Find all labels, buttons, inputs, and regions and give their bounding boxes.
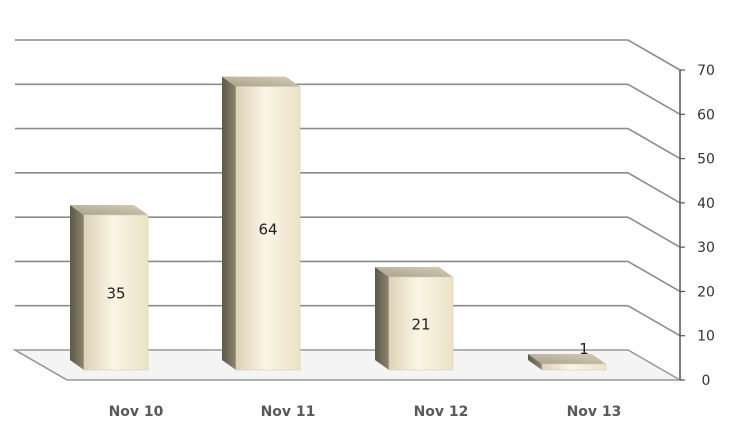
data-label: 35 [106, 285, 125, 303]
bar-0 [83, 214, 149, 371]
y-tick-label: 30 [697, 240, 715, 256]
gridline-side-60 [627, 83, 681, 115]
bar-top-0 [70, 205, 148, 215]
category-label: Nov 10 [109, 404, 164, 420]
bar-top-2 [375, 267, 453, 277]
data-label: 64 [258, 220, 277, 238]
bar-side-0 [70, 205, 84, 370]
y-tick-label: 0 [702, 373, 711, 389]
y-tick-label: 20 [697, 284, 715, 300]
gridline-side-30 [627, 216, 681, 248]
y-tick-label: 40 [697, 196, 715, 212]
bar-1 [235, 86, 301, 371]
category-label: Nov 12 [414, 404, 469, 420]
bar-side-3 [528, 354, 542, 370]
category-label: Nov 11 [261, 404, 316, 420]
y-tick-label: 50 [697, 152, 715, 168]
bar-top-1 [222, 76, 300, 87]
floor-edge [14, 349, 68, 381]
y-tick-label: 60 [697, 107, 715, 123]
bar-2 [388, 276, 454, 371]
y-tick-label: 10 [697, 329, 715, 345]
category-label: Nov 13 [567, 404, 622, 420]
y-tick-label: 70 [697, 63, 715, 79]
bar-top-3 [528, 354, 606, 364]
data-label: 21 [411, 316, 430, 334]
bar-side-1 [222, 76, 236, 371]
gridline-side-50 [627, 127, 681, 160]
gridline-side-10 [627, 305, 681, 337]
gridline-side-40 [627, 172, 681, 204]
bar-side-2 [375, 267, 389, 370]
bar-3 [541, 363, 607, 371]
data-label: 1 [579, 340, 589, 358]
gridline-side-20 [627, 260, 681, 293]
gridline-side-70 [627, 39, 681, 71]
